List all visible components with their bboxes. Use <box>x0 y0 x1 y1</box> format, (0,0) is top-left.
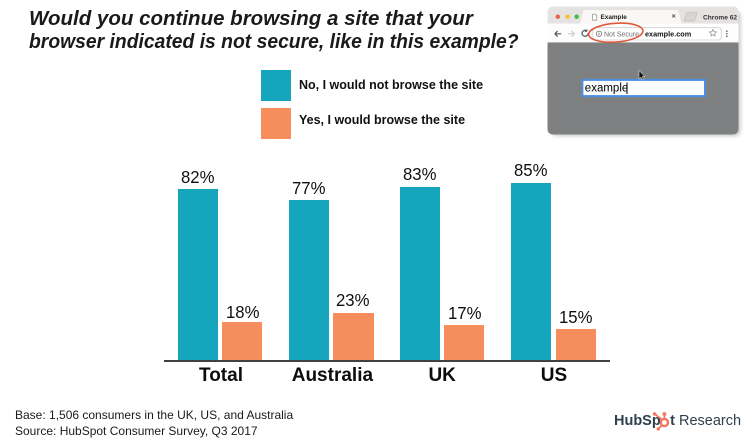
svg-text:Chrome 62: Chrome 62 <box>703 14 737 21</box>
svg-text:Not Secure: Not Secure <box>604 31 639 38</box>
svg-text:example.com: example.com <box>645 29 692 38</box>
svg-text:example: example <box>585 82 628 94</box>
svg-text:Example: Example <box>601 14 628 21</box>
